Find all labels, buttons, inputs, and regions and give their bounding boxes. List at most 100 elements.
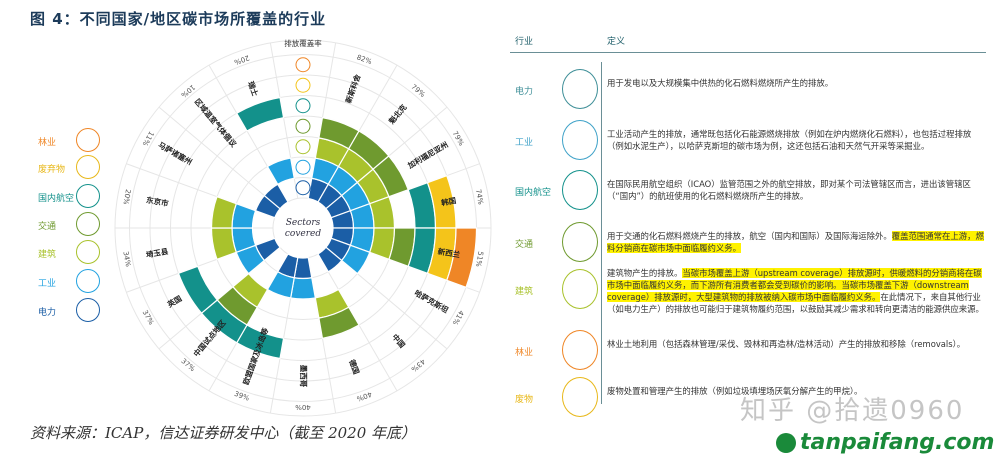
zhihu-watermark: 知乎 @拾遗0960 [740, 396, 965, 426]
truck-icon [562, 222, 598, 262]
tanpaifang-logo-icon [776, 433, 796, 453]
sector-cell-交通 [318, 306, 360, 339]
market-label: 新西兰 [437, 246, 461, 260]
sector-name: 工业 [515, 138, 534, 148]
coverage-label: 40% [295, 403, 311, 411]
factory-icon [76, 269, 100, 293]
legend-label: 电力 [38, 308, 57, 318]
sector-definition: 林业土地利用（包括森林管理/采伐、毁林和再造林/造林活动）产生的排放和移除（re… [607, 338, 985, 350]
market-label: 英国 [165, 293, 183, 309]
source-note: 资料来源：ICAP，信达证券研发中心（截至 2020 年底） [30, 424, 417, 442]
legend-label: 废弃物 [38, 165, 66, 175]
sector-name: 废物 [515, 395, 534, 405]
coverage-label: 82% [356, 53, 374, 66]
sector-cell-建筑 [210, 227, 238, 261]
header-sector-icon [295, 57, 311, 73]
legend-label: 国内航空 [38, 194, 75, 204]
sector-cell-国内航空 [177, 265, 219, 315]
column-divider [601, 62, 602, 404]
definition-text: 用于交通的化石燃料燃烧产生的排放，航空（国内和国际）及国际海运除外。 [607, 231, 892, 241]
legend-item: 交通 [30, 212, 110, 238]
coverage-label: 79% [451, 130, 466, 148]
market-label: 韩国 [440, 195, 457, 208]
forest-icon [562, 330, 598, 370]
header-sector-icon [295, 98, 311, 114]
forest-icon [76, 128, 100, 152]
legend-item: 工业 [30, 269, 110, 295]
sector-cell-电力 [263, 183, 289, 210]
radial-coverage-chart: 82%新斯科舍 79%魁北克79%加利福尼亚州74%韩国51%新西兰41%哈萨克斯… [114, 38, 492, 417]
sector-name: 电力 [515, 87, 534, 97]
power-tower-icon [76, 298, 100, 322]
sector-name: 交通 [515, 240, 534, 250]
legend-label: 工业 [38, 279, 57, 289]
coverage-label: 11% [140, 130, 155, 148]
figure-title: 图 4：不同国家/地区碳市场所覆盖的行业 [30, 10, 327, 28]
legend-item: 国内航空 [30, 184, 110, 210]
coverage-label: 10% [179, 83, 196, 99]
sector-name: 林业 [515, 348, 534, 358]
market-label: 德国 [347, 358, 362, 376]
market-label: 埼玉县 [145, 246, 169, 260]
definition-text: 工业活动产生的排放，通常既包括化石能源燃烧排放（例如在炉内燃烧化石燃料），也包括… [607, 129, 972, 151]
airplane-icon [562, 170, 598, 210]
coverage-label: 39% [233, 390, 251, 403]
definition-text: 在此情况下，来自其他行业（如电力生产）的排放也可能归于建筑物履约范围，以鼓励其减… [607, 292, 984, 314]
center-label: Sectors [286, 218, 321, 228]
sector-definition: 废物处置和管理产生的排放（例如垃圾填埋场厌氧分解产生的甲烷）。 [607, 385, 985, 397]
header-sector-icon [295, 159, 311, 175]
legend-label: 建筑 [38, 250, 57, 260]
grid-spoke [158, 106, 281, 210]
legend-item: 建筑 [30, 240, 110, 266]
sector-cell-工业 [266, 157, 295, 186]
definition-text: 建筑物产生的排放。 [607, 268, 683, 278]
waste-icon [76, 155, 100, 179]
house-icon [562, 269, 598, 309]
truck-icon [76, 212, 100, 236]
definition-text: 在国际民用航空组织（ICAO）监管范围之外的航空排放，即对某个司法管辖区而言，进… [607, 179, 971, 201]
market-label: 墨西哥 [299, 365, 309, 388]
sector-cell-国内航空 [235, 96, 285, 132]
coverage-label: 20% [233, 53, 251, 66]
table-header-definition: 定义 [607, 37, 626, 47]
coverage-label: 41% [450, 309, 465, 327]
market-label: 中国 [390, 332, 408, 350]
coverage-header-label: 排放覆盖率 [284, 38, 322, 48]
market-label: 瑞士 [246, 80, 261, 98]
legend-item: 废弃物 [30, 155, 110, 181]
legend-item: 电力 [30, 298, 110, 324]
sector-name: 国内航空 [515, 188, 552, 198]
factory-icon [562, 120, 598, 160]
legend-label: 交通 [38, 222, 57, 232]
sector-name: 建筑 [515, 287, 534, 297]
sector-definition: 在国际民用航空组织（ICAO）监管范围之外的航空排放，即对某个司法管辖区而言，进… [607, 178, 985, 202]
sector-cell-电力 [317, 246, 343, 273]
house-icon [76, 240, 100, 264]
waste-icon [562, 377, 598, 417]
definition-text: 用于发电以及大规模集中供热的化石燃料燃烧所产生的排放。 [607, 78, 834, 88]
sector-cell-林业 [446, 227, 478, 289]
coverage-label: 37% [141, 309, 156, 327]
table-header-sector: 行业 [515, 37, 534, 47]
sector-cell-建筑 [210, 195, 238, 229]
definition-text: 废物处置和管理产生的排放（例如垃圾填埋场厌氧分解产生的甲烷）。 [607, 386, 863, 396]
market-label: 新斯科舍 [343, 72, 363, 104]
sector-cell-工业 [289, 277, 317, 300]
coverage-label: 43% [409, 357, 426, 373]
header-sector-icon [295, 139, 311, 155]
airplane-icon [76, 184, 100, 208]
coverage-label: 34% [121, 251, 132, 268]
sector-cell-工业 [266, 270, 295, 299]
legend-item: 林业 [30, 128, 110, 154]
center-label: covered [285, 229, 321, 239]
header-sector-icon [295, 118, 311, 134]
header-sector-icon [295, 180, 311, 196]
coverage-label: 40% [355, 390, 373, 403]
header-sector-icon [295, 77, 311, 93]
coverage-label: 74% [474, 189, 485, 206]
market-label: 东京市 [145, 194, 169, 208]
sector-definition: 用于交通的化石燃料燃烧产生的排放，航空（国内和国际）及国际海运除外。覆盖范围通常… [607, 230, 985, 254]
coverage-label: 51% [474, 251, 485, 268]
coverage-label: 20% [121, 189, 132, 206]
sector-definition: 建筑物产生的排放。当碳市场覆盖上游（upstream coverage）排放源时… [607, 267, 985, 315]
